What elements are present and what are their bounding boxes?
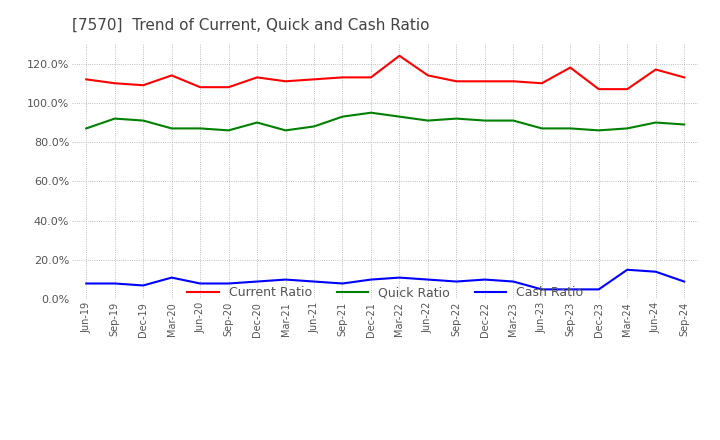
Quick Ratio <box>282 128 290 133</box>
Current Ratio <box>509 79 518 84</box>
Cash Ratio <box>595 287 603 292</box>
Cash Ratio <box>110 281 119 286</box>
Current Ratio <box>652 67 660 72</box>
Cash Ratio <box>423 277 432 282</box>
Legend: Current Ratio, Quick Ratio, Cash Ratio: Current Ratio, Quick Ratio, Cash Ratio <box>182 281 588 304</box>
Quick Ratio <box>253 120 261 125</box>
Cash Ratio <box>623 267 631 272</box>
Current Ratio <box>366 75 375 80</box>
Quick Ratio <box>423 118 432 123</box>
Cash Ratio <box>652 269 660 275</box>
Current Ratio <box>282 79 290 84</box>
Quick Ratio <box>680 122 688 127</box>
Cash Ratio <box>566 287 575 292</box>
Line: Cash Ratio: Cash Ratio <box>86 270 684 290</box>
Quick Ratio <box>366 110 375 115</box>
Quick Ratio <box>82 126 91 131</box>
Cash Ratio <box>282 277 290 282</box>
Quick Ratio <box>225 128 233 133</box>
Current Ratio <box>196 84 204 90</box>
Cash Ratio <box>537 287 546 292</box>
Cash Ratio <box>167 275 176 280</box>
Quick Ratio <box>338 114 347 119</box>
Text: [7570]  Trend of Current, Quick and Cash Ratio: [7570] Trend of Current, Quick and Cash … <box>72 18 430 33</box>
Quick Ratio <box>196 126 204 131</box>
Line: Quick Ratio: Quick Ratio <box>86 113 684 130</box>
Quick Ratio <box>595 128 603 133</box>
Current Ratio <box>310 77 318 82</box>
Quick Ratio <box>139 118 148 123</box>
Cash Ratio <box>82 281 91 286</box>
Line: Current Ratio: Current Ratio <box>86 56 684 89</box>
Current Ratio <box>423 73 432 78</box>
Current Ratio <box>623 87 631 92</box>
Quick Ratio <box>395 114 404 119</box>
Current Ratio <box>82 77 91 82</box>
Current Ratio <box>167 73 176 78</box>
Cash Ratio <box>480 277 489 282</box>
Current Ratio <box>395 53 404 59</box>
Current Ratio <box>225 84 233 90</box>
Cash Ratio <box>395 275 404 280</box>
Cash Ratio <box>452 279 461 284</box>
Cash Ratio <box>225 281 233 286</box>
Quick Ratio <box>509 118 518 123</box>
Cash Ratio <box>509 279 518 284</box>
Current Ratio <box>452 79 461 84</box>
Cash Ratio <box>139 283 148 288</box>
Current Ratio <box>253 75 261 80</box>
Quick Ratio <box>167 126 176 131</box>
Cash Ratio <box>310 279 318 284</box>
Cash Ratio <box>338 281 347 286</box>
Current Ratio <box>480 79 489 84</box>
Cash Ratio <box>366 277 375 282</box>
Current Ratio <box>595 87 603 92</box>
Current Ratio <box>338 75 347 80</box>
Current Ratio <box>680 75 688 80</box>
Quick Ratio <box>566 126 575 131</box>
Cash Ratio <box>253 279 261 284</box>
Quick Ratio <box>480 118 489 123</box>
Quick Ratio <box>310 124 318 129</box>
Cash Ratio <box>680 279 688 284</box>
Current Ratio <box>139 83 148 88</box>
Quick Ratio <box>623 126 631 131</box>
Quick Ratio <box>537 126 546 131</box>
Current Ratio <box>537 81 546 86</box>
Cash Ratio <box>196 281 204 286</box>
Quick Ratio <box>110 116 119 121</box>
Quick Ratio <box>452 116 461 121</box>
Quick Ratio <box>652 120 660 125</box>
Current Ratio <box>566 65 575 70</box>
Current Ratio <box>110 81 119 86</box>
